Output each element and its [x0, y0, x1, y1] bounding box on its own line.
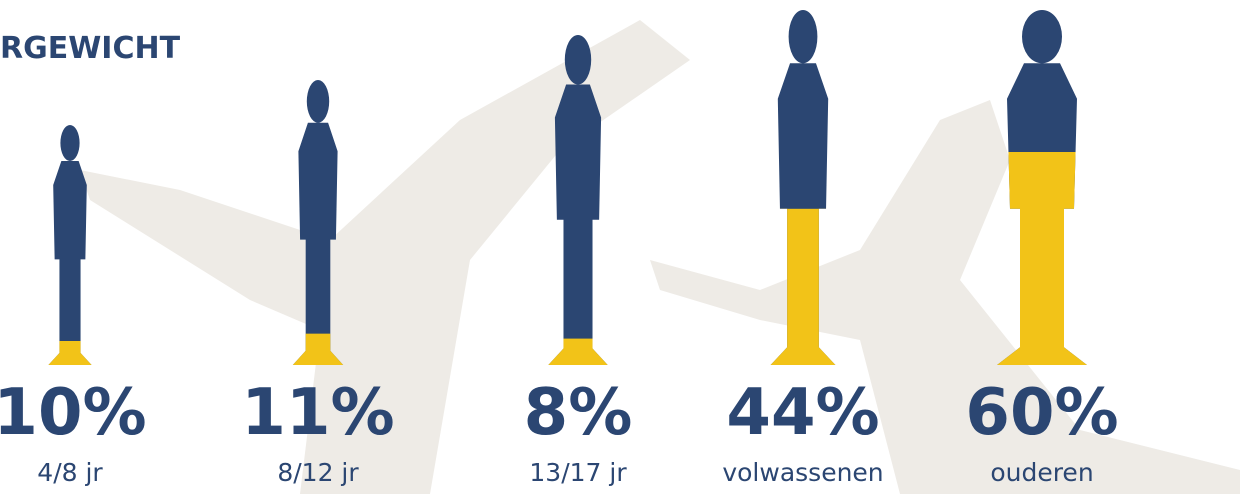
figure: [992, 10, 1092, 365]
category-label: 8/12 jr: [277, 458, 359, 487]
fill-level: [545, 339, 611, 365]
value-label: 10%: [0, 376, 147, 450]
category-label: 4/8 jr: [37, 458, 103, 487]
value-label: 44%: [726, 376, 879, 450]
title: RGEWICHT: [0, 31, 181, 66]
category-label: 13/17 jr: [529, 458, 627, 487]
value-label: 60%: [965, 376, 1118, 450]
figure-body: [46, 125, 94, 365]
infographic: RGEWICHT 10% 4/8 jr 11% 8/12 jr 8% 13/17 jr 44…: [0, 0, 1243, 494]
category-label: ouderen: [990, 458, 1093, 487]
figure: [46, 125, 94, 365]
fill-level: [46, 341, 94, 365]
fill-level: [992, 152, 1092, 365]
value-label: 11%: [241, 376, 394, 450]
value-label: 8%: [524, 376, 633, 450]
category-label: volwassenen: [722, 458, 883, 487]
